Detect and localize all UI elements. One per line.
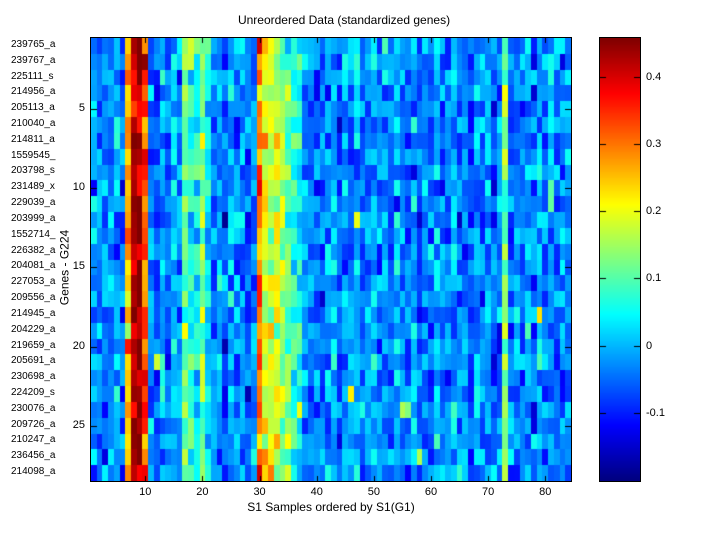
colorbar-tick-label: 0.3 [646, 138, 662, 151]
gene-label: 226382_a [11, 244, 56, 256]
gene-label: 204081_a [11, 260, 56, 272]
x-tick-label: 20 [196, 486, 209, 498]
gene-label: 239765_a [11, 38, 56, 50]
gene-label: 236456_a [11, 450, 56, 462]
gene-label: 205113_a [11, 102, 55, 114]
colorbar-tick-label: -0.1 [646, 406, 665, 419]
gene-label: 214956_a [11, 86, 56, 98]
y-tick-label: 10 [72, 181, 85, 194]
gene-label: 225111_s [11, 70, 54, 82]
colorbar-tick-label: 0.2 [646, 205, 662, 218]
gene-label: 214811_a [11, 133, 55, 145]
gene-label: 209556_a [11, 292, 56, 304]
gene-label: 1559545_ [11, 149, 56, 161]
colorbar-tick-label: 0 [646, 339, 653, 352]
chart-title: Unreordered Data (standardized genes) [237, 13, 451, 27]
x-tick-label: 70 [482, 486, 495, 498]
gene-label: 204229_a [11, 323, 56, 335]
x-axis-label: S1 Samples ordered by S1(G1) [247, 500, 415, 514]
y-tick-label: 20 [72, 339, 85, 352]
gene-label: 203999_a [11, 212, 56, 224]
y-tick-label: 25 [72, 418, 85, 431]
colorbar [599, 37, 641, 482]
gene-label: 224209_s [11, 386, 55, 398]
x-tick-label: 80 [539, 486, 552, 498]
gene-label: 230698_a [11, 371, 56, 383]
x-tick-label: 30 [253, 486, 266, 498]
colorbar-tick-label: 0.4 [646, 70, 662, 83]
heatmap-canvas [91, 38, 571, 481]
colorbar-canvas [600, 38, 640, 481]
y-tick-label: 5 [78, 102, 85, 115]
y-tick-label: 15 [72, 260, 85, 273]
x-tick-label: 40 [310, 486, 323, 498]
gene-label: 205691_a [11, 355, 56, 367]
gene-label: 219659_a [11, 339, 56, 351]
gene-label: 203798_s [11, 165, 55, 177]
gene-label: 1552714_ [11, 228, 56, 240]
colorbar-tick-label: 0.1 [646, 272, 662, 285]
gene-label: 231489_x [11, 181, 55, 193]
gene-label: 210040_a [11, 118, 56, 130]
gene-label: 230076_a [11, 402, 56, 414]
x-tick-label: 60 [424, 486, 438, 498]
gene-label: 214098_a [11, 466, 56, 478]
gene-label: 229039_a [11, 197, 56, 209]
x-tick-label: 10 [139, 486, 152, 498]
gene-label: 209726_a [11, 418, 56, 430]
gene-label: 227053_a [11, 276, 56, 288]
x-tick-label: 50 [367, 486, 380, 498]
gene-label: 210247_a [11, 434, 56, 446]
gene-label: 239767_a [11, 54, 56, 66]
heatmap-axes [90, 37, 572, 482]
gene-label: 214945_a [11, 307, 56, 319]
